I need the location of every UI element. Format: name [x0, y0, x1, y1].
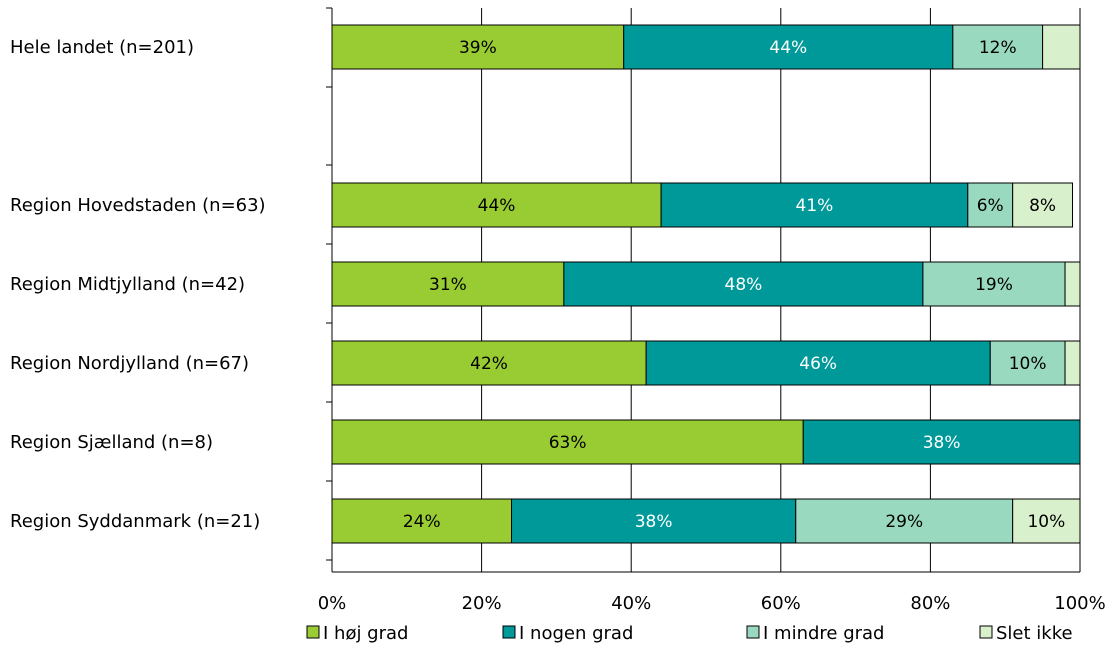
bar-segment: [989, 340, 1066, 386]
category-label: Region Midtjylland (n=42): [10, 274, 245, 295]
data-label: 31%: [429, 275, 467, 295]
x-tick-label: 20%: [462, 593, 502, 614]
bar-segment: [1012, 498, 1081, 544]
bar-segment: [795, 498, 1014, 544]
bar-segment: [331, 419, 804, 465]
bar-segment: [511, 498, 797, 544]
legend-label: I høj grad: [323, 623, 408, 644]
bar-segment: [1012, 182, 1074, 228]
bar-segment: [623, 24, 954, 70]
data-label: 42%: [470, 354, 508, 374]
x-tick-label: 0%: [318, 593, 347, 614]
category-label: Region Hovedstaden (n=63): [10, 195, 266, 216]
legend-item: I nogen grad: [502, 623, 633, 644]
data-label: 39%: [459, 38, 497, 58]
bar-segment: [563, 261, 924, 307]
legend: I høj grad I nogen grad I mindre grad Slet …: [306, 623, 1073, 644]
legend-label: Slet ikke: [996, 623, 1073, 644]
x-tick-label: 100%: [1054, 593, 1105, 614]
data-label: 19%: [975, 275, 1013, 295]
legend-swatch: [306, 625, 320, 639]
legend-label: I nogen grad: [519, 623, 633, 644]
legend-item: I mindre grad: [746, 623, 884, 644]
data-label: 8%: [1029, 196, 1056, 216]
category-labels: Hele landet (n=201) Region Hovedstaden (n…: [10, 37, 266, 532]
bar-segment: [331, 24, 625, 70]
category-label: Hele landet (n=201): [10, 37, 194, 58]
x-tick-label: 40%: [611, 593, 651, 614]
legend-label: I mindre grad: [763, 623, 884, 644]
bar-segment: [660, 182, 969, 228]
x-tick-labels: 0% 20% 40% 60% 80% 100%: [318, 593, 1106, 614]
category-label: Region Sjælland (n=8): [10, 432, 213, 453]
bar-segment: [331, 182, 662, 228]
data-label: 44%: [478, 196, 516, 216]
x-tick-label: 60%: [761, 593, 801, 614]
data-label: 24%: [403, 512, 441, 532]
axes: [326, 7, 1080, 573]
data-label: 12%: [979, 38, 1017, 58]
data-label: 41%: [796, 196, 834, 216]
legend-item: Slet ikke: [979, 623, 1073, 644]
legend-swatch: [979, 625, 993, 639]
data-label: 46%: [799, 354, 837, 374]
data-label: 38%: [635, 512, 673, 532]
category-label: Region Syddanmark (n=21): [10, 511, 260, 532]
legend-swatch: [746, 625, 760, 639]
bar-segment: [1064, 261, 1081, 307]
bar-segment: [802, 419, 1081, 465]
bar-segment: [331, 340, 647, 386]
bar-segment: [331, 498, 513, 544]
bars: 39% 44% 12% 44% 41% 6% 8% 31% 48% 19% 42% 46% 10% 63%…: [331, 24, 1081, 544]
data-label: 10%: [1027, 512, 1065, 532]
data-label: 6%: [977, 196, 1004, 216]
data-label: 44%: [769, 38, 807, 58]
data-label: 63%: [549, 433, 587, 453]
data-label: 38%: [923, 433, 961, 453]
data-label: 48%: [725, 275, 763, 295]
bar-segment: [1064, 340, 1081, 386]
x-tick-label: 80%: [910, 593, 950, 614]
data-label: 10%: [1009, 354, 1047, 374]
legend-item: I høj grad: [306, 623, 408, 644]
data-label: 29%: [885, 512, 923, 532]
bar-segment: [1042, 24, 1081, 70]
bar-segment: [952, 24, 1044, 70]
category-label: Region Nordjylland (n=67): [10, 353, 249, 374]
legend-swatch: [502, 625, 516, 639]
